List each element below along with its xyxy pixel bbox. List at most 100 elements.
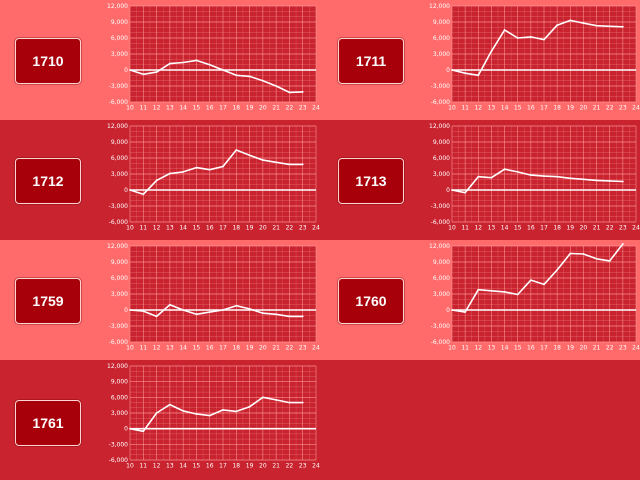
data-point [208,311,211,314]
data-point [556,175,559,178]
x-tick-label: 23 [619,345,627,352]
data-point [222,69,224,71]
data-point [208,414,211,417]
data-point [582,178,585,181]
x-tick-label: 14 [179,345,187,352]
x-tick-label: 19 [246,463,254,470]
series-line [129,59,303,94]
x-tick-label: 20 [580,345,588,352]
x-tick-label: 15 [193,225,201,232]
data-point [222,309,224,311]
x-tick-label: 23 [299,105,307,112]
data-point [595,24,598,27]
data-point [490,176,493,179]
x-tick-label: 16 [206,105,214,112]
data-point [248,308,251,310]
x-tick-label: 11 [461,345,469,352]
data-point [208,63,211,66]
panel-5: 1759 12,000 9,000 6,000 3,000 0 -3,000 -6,000 1… [0,240,320,360]
x-tick-label: 17 [540,225,548,232]
y-tick-label: -3,000 [109,323,129,330]
data-point [275,399,278,401]
x-tick-label: 23 [619,105,627,112]
series-line [451,243,624,313]
y-tick-label: 0 [124,307,128,314]
x-tick-label: 21 [593,345,601,352]
id-button-1[interactable]: 1710 [15,38,81,84]
data-point [288,91,291,94]
data-point [490,289,493,292]
data-point [129,189,131,191]
id-button-2[interactable]: 1711 [338,38,404,84]
y-tick-label: 6,000 [111,35,128,42]
data-point [155,412,158,414]
y-tick-label: 3,000 [433,291,450,298]
x-tick-label: 16 [206,463,214,470]
x-tick-label: 15 [193,105,201,112]
id-button-7[interactable]: 1761 [15,400,81,446]
x-tick-label: 17 [219,463,227,470]
x-tick-label: 20 [259,345,267,352]
data-point [142,310,145,312]
y-tick-label: -3,000 [431,323,451,330]
data-point [168,303,171,306]
x-tick-label: 13 [166,345,174,352]
y-tick-label: 6,000 [111,394,128,401]
data-point [261,312,264,315]
x-tick-label: 18 [553,105,561,112]
x-tick-label: 18 [232,345,240,352]
y-tick-label: -3,000 [431,83,451,90]
x-tick-label: 11 [139,105,147,112]
id-button-6[interactable]: 1760 [338,278,404,324]
data-point [503,29,506,31]
data-point [275,313,278,316]
x-tick-label: 16 [527,105,535,112]
y-tick-label: 3,000 [111,51,128,58]
x-tick-label: 20 [580,105,588,112]
panel-6: 1760 12,000 9,000 6,000 3,000 0 -3,000 -6,000 1… [320,240,640,360]
y-tick-label: 0 [446,187,450,194]
y-tick-label: -3,000 [109,203,129,210]
x-tick-label: 18 [232,105,240,112]
x-tick-label: 12 [153,345,161,352]
id-button-4[interactable]: 1713 [338,158,404,204]
data-point [182,170,185,173]
x-tick-label: 20 [259,105,267,112]
y-tick-label: -3,000 [109,441,129,448]
y-tick-label: 9,000 [433,19,450,26]
data-point [168,403,171,406]
x-tick-label: 12 [153,225,161,232]
data-point [248,154,251,157]
y-tick-label: 3,000 [433,171,450,178]
y-tick-label: 0 [124,187,128,194]
data-point [275,161,278,164]
y-tick-label: 3,000 [111,410,128,417]
x-tick-label: 14 [179,225,187,232]
y-tick-label: -6,000 [109,457,129,464]
data-point [451,189,453,191]
data-point [621,242,624,245]
x-tick-label: 13 [488,345,496,352]
data-point [182,61,185,64]
y-tick-label: 3,000 [111,291,128,298]
x-tick-label: 24 [632,105,640,112]
data-point [275,85,278,87]
x-tick-label: 11 [139,345,147,352]
y-tick-label: 6,000 [433,275,450,282]
x-tick-label: 17 [540,105,548,112]
id-button-5[interactable]: 1759 [15,278,81,324]
data-point [543,283,545,286]
data-point [142,73,145,76]
x-tick-label: 21 [593,105,601,112]
data-point [168,62,171,65]
data-point [235,304,238,307]
x-tick-label: 11 [461,225,469,232]
id-button-3[interactable]: 1712 [15,158,81,204]
series-line [129,149,303,196]
y-tick-label: 9,000 [433,259,450,266]
